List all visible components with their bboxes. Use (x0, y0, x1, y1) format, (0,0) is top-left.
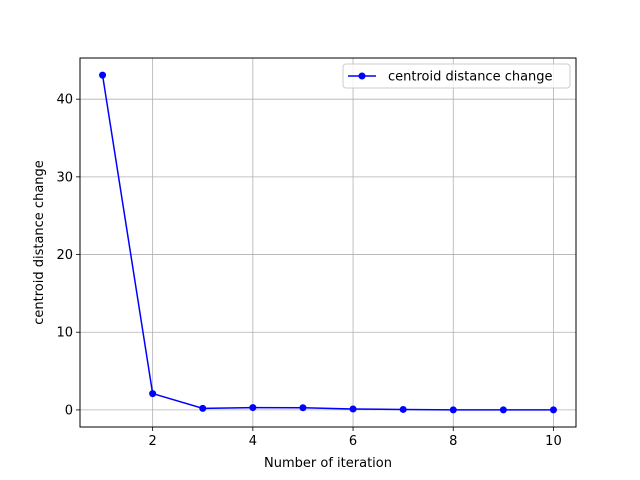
x-tick-label: 8 (449, 434, 457, 449)
data-point (399, 405, 407, 413)
series-line (101, 74, 554, 411)
y-tick-label: 10 (56, 326, 73, 341)
data-point (149, 390, 157, 398)
data-point (499, 406, 507, 414)
series-group (99, 71, 557, 414)
y-axis-title: centroid distance change (32, 160, 47, 325)
y-tick-label: 40 (56, 93, 73, 108)
data-point (199, 404, 207, 412)
data-point (349, 405, 357, 413)
x-axis-title: Number of iteration (264, 456, 392, 471)
y-tick-label: 20 (56, 248, 73, 263)
legend-label: centroid distance change (388, 70, 553, 85)
data-point (299, 404, 307, 412)
data-point (249, 404, 257, 412)
y-tick-label: 0 (65, 403, 73, 418)
legend-marker-swatch (358, 72, 366, 80)
data-point (549, 406, 557, 414)
x-tick-label: 2 (149, 434, 157, 449)
y-tick-label: 30 (56, 170, 73, 185)
plot-frame (79, 57, 577, 428)
x-tick-label: 4 (249, 434, 257, 449)
data-point (449, 406, 457, 414)
x-tick-label: 6 (349, 434, 357, 449)
legend-box (342, 63, 571, 89)
data-point (99, 71, 107, 79)
grid-lines (80, 58, 576, 427)
x-tick-label: 10 (545, 434, 562, 449)
axis-ticks: 2 4 6 8 10 0 10 20 30 40 (56, 93, 561, 449)
legend: centroid distance change (342, 63, 571, 89)
